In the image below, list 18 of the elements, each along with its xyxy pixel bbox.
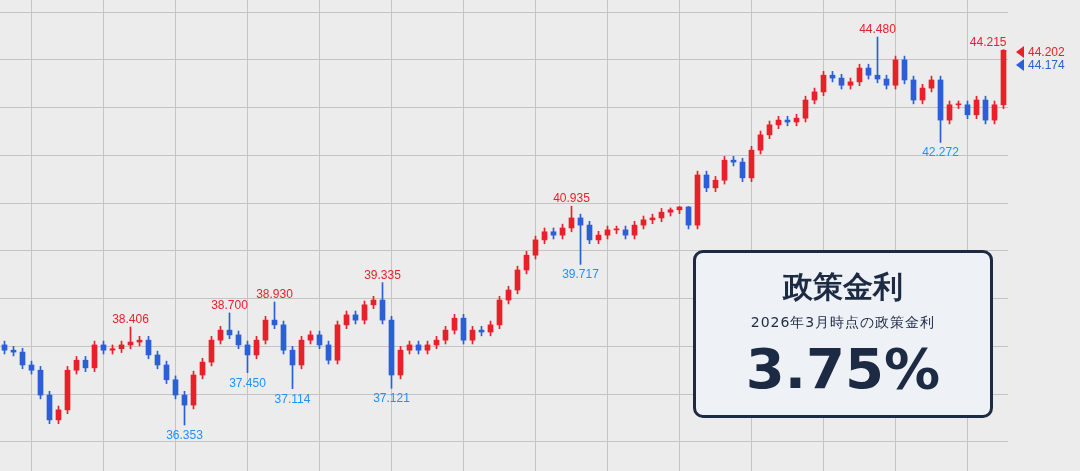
annotation: 39.335 [364, 267, 402, 282]
annotation: 40.935 [553, 191, 591, 206]
annotation: 38.406 [112, 311, 150, 326]
annotation: 44.480 [859, 22, 897, 37]
text: 44.202 [1028, 44, 1066, 59]
annotation: 42.272 [922, 145, 960, 160]
annotation: 37.121 [373, 391, 411, 406]
text: 政策金利 [781, 268, 904, 306]
annotation: 37.114 [274, 391, 311, 406]
annotation: 36.353 [166, 427, 204, 442]
text: 44.174 [1028, 57, 1066, 72]
annotation: 37.450 [229, 375, 267, 390]
annotation: 39.717 [562, 267, 600, 282]
text: 2026年3月時点の政策金利 [749, 314, 937, 332]
annotation: 38.930 [256, 286, 294, 301]
annotation: 3.75% [744, 336, 942, 401]
annotation: 44.215 [969, 34, 1007, 49]
annotation: 38.700 [211, 297, 249, 312]
